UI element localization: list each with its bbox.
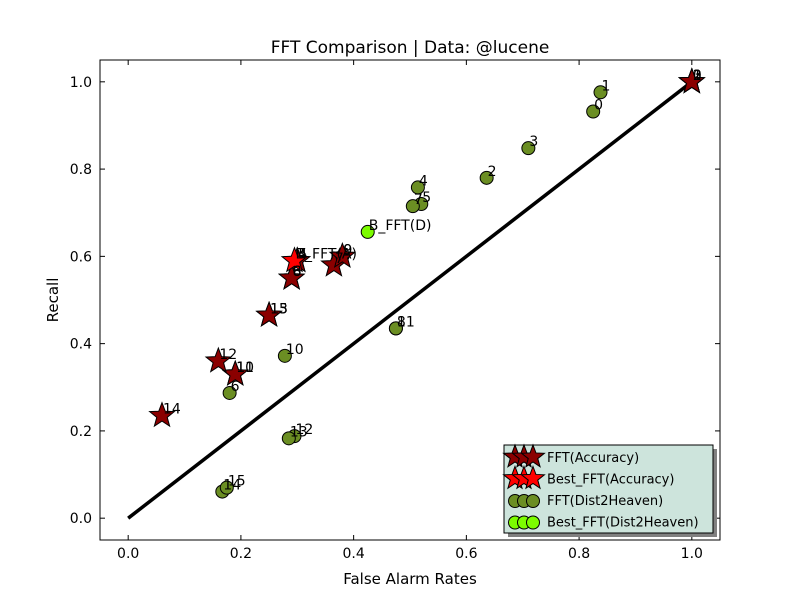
legend-star-marker xyxy=(520,443,546,468)
legend-label: Best_FFT(Dist2Heaven) xyxy=(547,516,699,531)
chart-title: FFT Comparison | Data: @lucene xyxy=(271,38,550,58)
point-label: 13 xyxy=(290,424,308,440)
legend-box xyxy=(503,444,714,534)
point-label: 8 xyxy=(397,314,406,330)
point-label: 9 xyxy=(343,242,352,258)
legend: FFT(Accuracy) Best_FFT(Accuracy) FFT(Dist2… xyxy=(502,443,717,537)
point-label: 14 xyxy=(223,478,241,494)
x-tick-label: 0.4 xyxy=(343,546,365,562)
legend-star-marker xyxy=(520,465,546,490)
star-point xyxy=(255,300,283,327)
point-label: 5 xyxy=(422,190,431,206)
legend-label: FFT(Dist2Heaven) xyxy=(547,494,663,509)
x-tick-label: 0.0 xyxy=(117,546,139,562)
point-label: B_FFT(A) xyxy=(295,247,357,263)
x-tick-label: 0.6 xyxy=(455,546,477,562)
circle-point xyxy=(388,321,403,336)
star-point xyxy=(678,67,706,94)
reference-line xyxy=(127,80,693,520)
point-label: 3 xyxy=(693,68,702,84)
point-label: 10 xyxy=(236,360,254,376)
star-point xyxy=(204,346,233,373)
legend-label: FFT(Accuracy) xyxy=(547,451,639,466)
x-tick-label: 1.0 xyxy=(681,546,703,562)
circle-point xyxy=(410,180,425,195)
y-tick-label: 0.8 xyxy=(70,162,92,178)
point-label: 6 xyxy=(293,264,302,280)
circle-point xyxy=(281,431,296,446)
point-label: 2 xyxy=(693,68,702,84)
star-point xyxy=(148,401,176,428)
legend-label: Best_FFT(Accuracy) xyxy=(547,473,674,488)
point-label: 10 xyxy=(286,342,304,358)
point-label: 0 xyxy=(594,97,603,113)
point-label: 7 xyxy=(414,192,423,208)
point-label: 15 xyxy=(228,474,246,490)
point-label: 2 xyxy=(488,164,497,180)
circle-point xyxy=(593,85,608,100)
y-tick-label: 0.6 xyxy=(70,249,92,265)
point-label: 13 xyxy=(270,301,288,317)
point-label: 11 xyxy=(397,314,415,330)
point-label: 12 xyxy=(219,347,237,363)
circle-point xyxy=(277,348,292,363)
point-label: 6 xyxy=(231,379,240,395)
point-label: 15 xyxy=(270,301,288,317)
point-label: 9 xyxy=(343,242,352,258)
legend-circle-marker xyxy=(526,515,540,530)
x-tick-label: 0.2 xyxy=(230,546,252,562)
circle-point xyxy=(222,385,237,400)
point-label: 7 xyxy=(335,251,344,267)
y-axis-label: Recall xyxy=(44,278,62,323)
plot-area: 0.0 0.2 0.4 0.6 0.8 1.00.00.20.40.60.81.0 0123… xyxy=(70,59,721,562)
point-label: 3 xyxy=(529,134,538,150)
point-label: 11 xyxy=(236,360,254,376)
y-tick-label: 0.4 xyxy=(70,337,92,353)
y-tick-label: 1.0 xyxy=(70,75,92,91)
point-label: 0 xyxy=(693,68,702,84)
point-label: B_FFT(D) xyxy=(369,218,432,234)
circle-point xyxy=(521,141,536,156)
circle-point xyxy=(479,170,494,185)
point-label: 5 xyxy=(298,247,307,263)
star-point xyxy=(277,263,306,290)
point-label: 1 xyxy=(602,78,611,94)
y-tick-label: 0.2 xyxy=(70,424,92,440)
circle-point xyxy=(586,104,601,119)
circle-point xyxy=(360,224,375,239)
y-tick-label: 0.0 xyxy=(70,511,92,527)
x-axis-label: False Alarm Rates xyxy=(343,570,477,588)
star-point xyxy=(328,241,357,269)
point-label: 12 xyxy=(295,422,313,438)
circle-point xyxy=(405,199,420,214)
point-label: 14 xyxy=(163,402,181,418)
point-label: 4 xyxy=(419,173,428,189)
x-tick-label: 0.8 xyxy=(568,546,590,562)
point-label: 8 xyxy=(293,264,302,280)
point-label: 1 xyxy=(693,68,702,84)
point-label: 4 xyxy=(298,247,307,263)
circle-point xyxy=(219,480,234,495)
star-point xyxy=(280,246,309,273)
legend-circle-marker xyxy=(526,494,540,508)
axes-frame xyxy=(99,59,721,541)
